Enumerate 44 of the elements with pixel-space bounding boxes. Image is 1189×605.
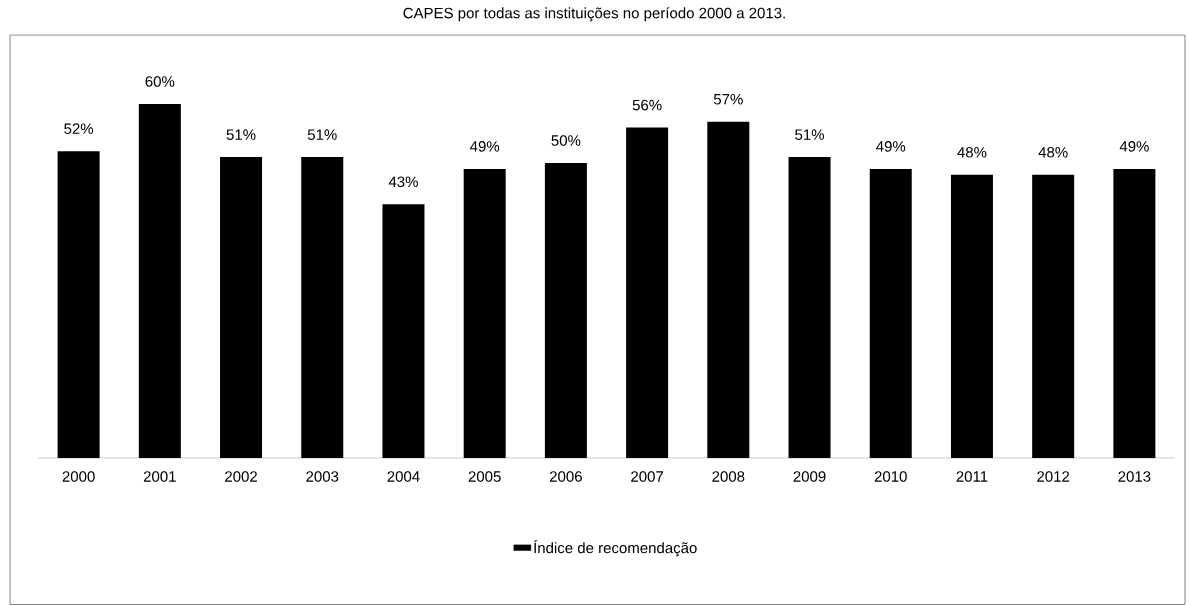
bar <box>544 163 587 458</box>
data-label: 48% <box>957 146 987 158</box>
bar <box>788 157 831 458</box>
x-tick-label: 2006 <box>549 471 582 482</box>
data-label: 57% <box>713 93 743 105</box>
bar <box>1113 168 1156 458</box>
bar <box>138 104 181 458</box>
x-tick-label: 2010 <box>874 471 907 482</box>
data-label: 51% <box>795 129 824 140</box>
bar <box>950 174 993 458</box>
bar <box>1032 174 1075 458</box>
data-label: 49% <box>470 141 500 152</box>
data-label: 51% <box>307 129 337 140</box>
data-label: 52% <box>64 123 94 134</box>
bar <box>57 151 100 458</box>
data-label: 49% <box>1119 141 1149 152</box>
bar <box>707 121 750 458</box>
data-label: 48% <box>1038 146 1068 158</box>
x-tick-label: 2008 <box>712 471 745 482</box>
data-label: 56% <box>632 99 662 111</box>
bar <box>869 168 912 458</box>
x-tick-label: 2009 <box>793 471 826 482</box>
data-label: 49% <box>876 141 906 152</box>
x-tick-label: 2002 <box>225 471 257 482</box>
x-tick-label: 2013 <box>1118 471 1151 482</box>
x-tick-label: 2012 <box>1037 471 1070 482</box>
x-tick-label: 2001 <box>143 471 176 482</box>
x-tick-label: 2000 <box>62 471 95 482</box>
bar <box>301 157 344 458</box>
data-label: 60% <box>145 76 175 87</box>
x-tick-label: 2004 <box>387 471 420 482</box>
data-label: 51% <box>226 129 256 140</box>
bar <box>626 127 669 458</box>
data-label: 43% <box>388 176 418 188</box>
bar <box>382 204 425 458</box>
x-tick-label: 2007 <box>631 471 664 482</box>
bar <box>463 168 506 458</box>
x-tick-label: 2011 <box>956 471 988 482</box>
x-tick-label: 2003 <box>306 471 339 482</box>
legend-label: Índice de recomendação <box>534 540 697 557</box>
chart-title: CAPES por todas as instituições no período 2000 a 2013. <box>403 7 785 22</box>
data-label: 50% <box>551 135 581 146</box>
x-tick-label: 2005 <box>468 471 501 482</box>
bar <box>220 157 263 458</box>
